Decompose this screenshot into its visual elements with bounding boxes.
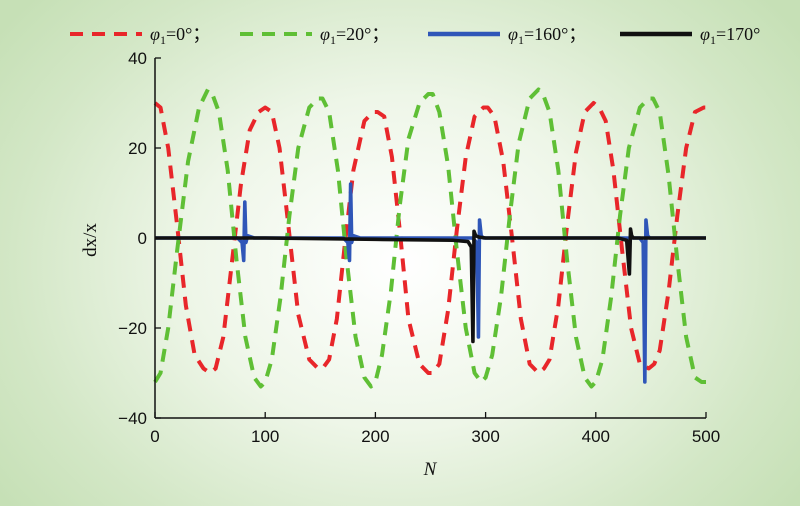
legend: φ1=0°； φ1=20°； φ1=160°； φ1=170° [70, 24, 760, 47]
x-tick-label: 200 [361, 427, 389, 446]
legend-label-4: φ1=170° [700, 24, 760, 47]
series-line-1 [153, 101, 706, 375]
y-tick-label: 0 [138, 229, 147, 248]
y-tick-label: 20 [128, 139, 147, 158]
x-tick-label: 400 [582, 427, 610, 446]
y-axis-label: dx/x [80, 223, 101, 257]
x-tick-label: 300 [471, 427, 499, 446]
y-tick-label: 40 [128, 49, 147, 68]
legend-label-3: φ1=160°； [508, 24, 586, 47]
x-tick-label: 500 [692, 427, 720, 446]
x-axis-label: N [423, 459, 438, 480]
series-line-2 [153, 87, 706, 389]
y-tick-label: −20 [118, 319, 147, 338]
axes: 0 100 200 300 400 500 −40 −20 0 20 40 [118, 49, 720, 446]
x-tick-label: 100 [251, 427, 279, 446]
plot-lines [153, 87, 706, 389]
legend-label-1: φ1=0°； [150, 24, 210, 47]
x-tick-label: 0 [150, 427, 159, 446]
series-line-4 [155, 227, 706, 344]
legend-label-2: φ1=20°； [320, 24, 389, 47]
y-tick-label: −40 [118, 409, 147, 428]
